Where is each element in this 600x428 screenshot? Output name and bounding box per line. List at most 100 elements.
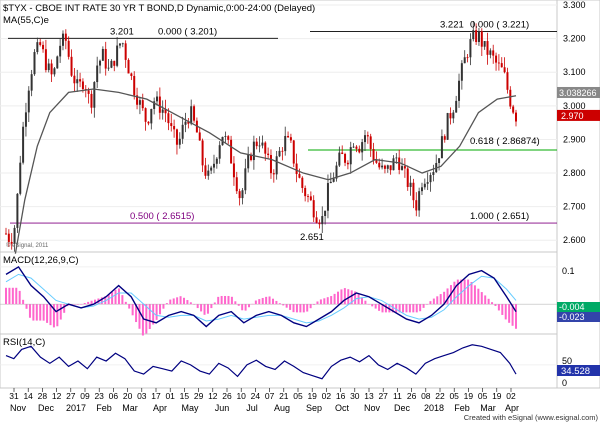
macd-hist-bar xyxy=(5,287,7,305)
macd-hist-bar xyxy=(11,287,14,305)
candle-body xyxy=(298,174,301,178)
candle-body xyxy=(512,106,515,113)
candle-body xyxy=(33,52,36,75)
candle-body xyxy=(458,80,461,101)
macd-hist-bar xyxy=(511,304,514,326)
x-day-tick-label: 09 xyxy=(80,391,90,401)
candle-body xyxy=(201,140,204,166)
macd-hist-bar xyxy=(203,304,206,315)
x-month-label: Dec xyxy=(38,403,55,413)
candle-body xyxy=(175,129,178,145)
macd-hist-bar xyxy=(477,288,480,305)
macd-hist-bar xyxy=(453,281,456,305)
candle-body xyxy=(361,142,364,153)
macd-hist-bar xyxy=(90,300,93,305)
macd-hist-bar xyxy=(128,304,131,309)
candle-body xyxy=(469,39,472,58)
macd-hist-bar xyxy=(378,304,381,311)
candle-body xyxy=(480,31,483,47)
macd-hist-bar xyxy=(32,304,35,321)
x-day-tick-label: 29 xyxy=(194,391,204,401)
macd-hist-bar xyxy=(251,303,254,305)
x-day-tick-label: 02 xyxy=(506,391,516,401)
macd-hist-bar xyxy=(244,304,247,311)
candle-body xyxy=(489,50,492,55)
candle-body xyxy=(318,222,321,225)
candle-body xyxy=(250,154,253,161)
candle-body xyxy=(483,41,486,47)
candle-body xyxy=(267,153,270,156)
candle-body xyxy=(321,216,324,225)
candle-body xyxy=(156,96,159,102)
macd-hist-bar xyxy=(299,304,302,313)
candle-body xyxy=(506,72,509,90)
macd-hist-bar xyxy=(39,304,42,321)
candle-body xyxy=(93,82,96,108)
candle-body xyxy=(389,165,392,171)
y-tick-label: 2.600 xyxy=(563,235,586,245)
macd-hist-bar xyxy=(316,301,319,305)
candle-body xyxy=(438,158,441,163)
macd-hist-bar xyxy=(391,304,394,313)
macd-hist-bar xyxy=(508,304,511,323)
macd-hist-bar xyxy=(405,304,408,313)
macd-hist-bar xyxy=(487,298,490,305)
macd-hist-bar xyxy=(326,297,329,305)
macd-hist-bar xyxy=(176,297,179,305)
candle-body xyxy=(81,81,84,90)
macd-hist-bar xyxy=(494,304,497,306)
candle-body xyxy=(73,75,76,84)
macd-hist-bar xyxy=(337,291,340,305)
x-month-label: Jul xyxy=(246,403,258,413)
x-day-tick-label: 22 xyxy=(435,391,445,401)
candle-body xyxy=(110,60,113,68)
macd-hist-bar xyxy=(463,279,466,305)
macd-hist-bar xyxy=(333,293,336,305)
macd-hist-bar xyxy=(121,295,124,305)
macd-hist-bar xyxy=(371,304,374,307)
candle-body xyxy=(19,162,22,194)
macd-hist-bar xyxy=(104,296,107,305)
candle-body xyxy=(383,165,386,169)
x-day-tick-label: 17 xyxy=(151,391,161,401)
macd-hist-bar xyxy=(347,289,350,305)
candle-body xyxy=(401,166,404,170)
candle-body xyxy=(392,158,395,171)
macd-hist-bar xyxy=(395,304,398,313)
candle-body xyxy=(24,112,27,127)
candle-body xyxy=(412,182,415,201)
candle-body xyxy=(338,152,341,166)
x-day-tick-label: 27 xyxy=(378,391,388,401)
macd-hist-bar xyxy=(419,304,422,312)
macd-hist-bar xyxy=(206,304,209,314)
levels-layer xyxy=(8,31,557,224)
annotation-fib: 0.000 ( 3.221) xyxy=(470,20,529,31)
x-month-label: Sep xyxy=(306,403,322,413)
candle-body xyxy=(344,153,347,163)
x-day-tick-label: 24 xyxy=(251,391,261,401)
macd-hist-bar xyxy=(381,304,384,313)
candle-body xyxy=(39,42,42,45)
candle-body xyxy=(486,41,489,55)
y-tick-label: 2.900 xyxy=(563,134,586,144)
macd-hist-bar xyxy=(42,304,45,321)
x-day-tick-label: 30 xyxy=(350,391,360,401)
macd-hist-bar xyxy=(367,304,370,305)
macd-hist-bar xyxy=(426,304,429,305)
candle-body xyxy=(210,167,213,171)
macd-hist-bar xyxy=(295,304,298,313)
rsi-panel-frame xyxy=(0,333,558,389)
x-day-tick-label: 26 xyxy=(222,391,232,401)
ma-55-line xyxy=(14,88,517,254)
macd-hist-bar xyxy=(319,299,322,305)
macd-hist-bar xyxy=(443,291,446,305)
candle-body xyxy=(287,135,290,138)
macd-hist-bar xyxy=(189,302,192,305)
macd-hist-bar xyxy=(224,295,227,305)
macd-hist-bar xyxy=(234,301,237,305)
macd-hist-bar xyxy=(141,304,144,336)
candle-body xyxy=(420,187,423,192)
candle-body xyxy=(136,95,139,105)
x-day-tick-label: 08 xyxy=(421,391,431,401)
